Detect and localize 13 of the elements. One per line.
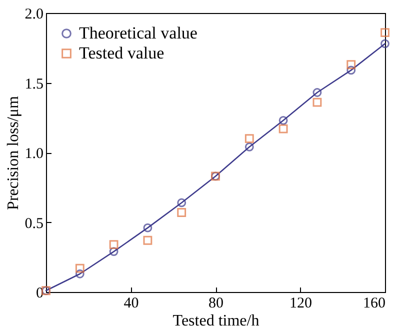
x-tick-label: 160 bbox=[363, 296, 386, 312]
legend-label: Theoretical value bbox=[79, 24, 198, 42]
legend-label: Tested value bbox=[79, 44, 164, 62]
y-tick-label: 1.0 bbox=[24, 146, 44, 162]
x-tick-label: 120 bbox=[290, 296, 312, 312]
y-tick-label: 1.5 bbox=[24, 76, 44, 92]
x-tick-label: 80 bbox=[208, 296, 224, 312]
x-tick-label: 40 bbox=[124, 296, 139, 312]
y-tick-label: 0 bbox=[36, 286, 44, 302]
y-tick-label: 2.0 bbox=[24, 6, 44, 22]
x-axis-title: Tested time/h bbox=[172, 312, 260, 330]
y-axis-title: Precision loss/μm bbox=[4, 95, 22, 210]
y-tick-label: 0.5 bbox=[24, 216, 44, 232]
